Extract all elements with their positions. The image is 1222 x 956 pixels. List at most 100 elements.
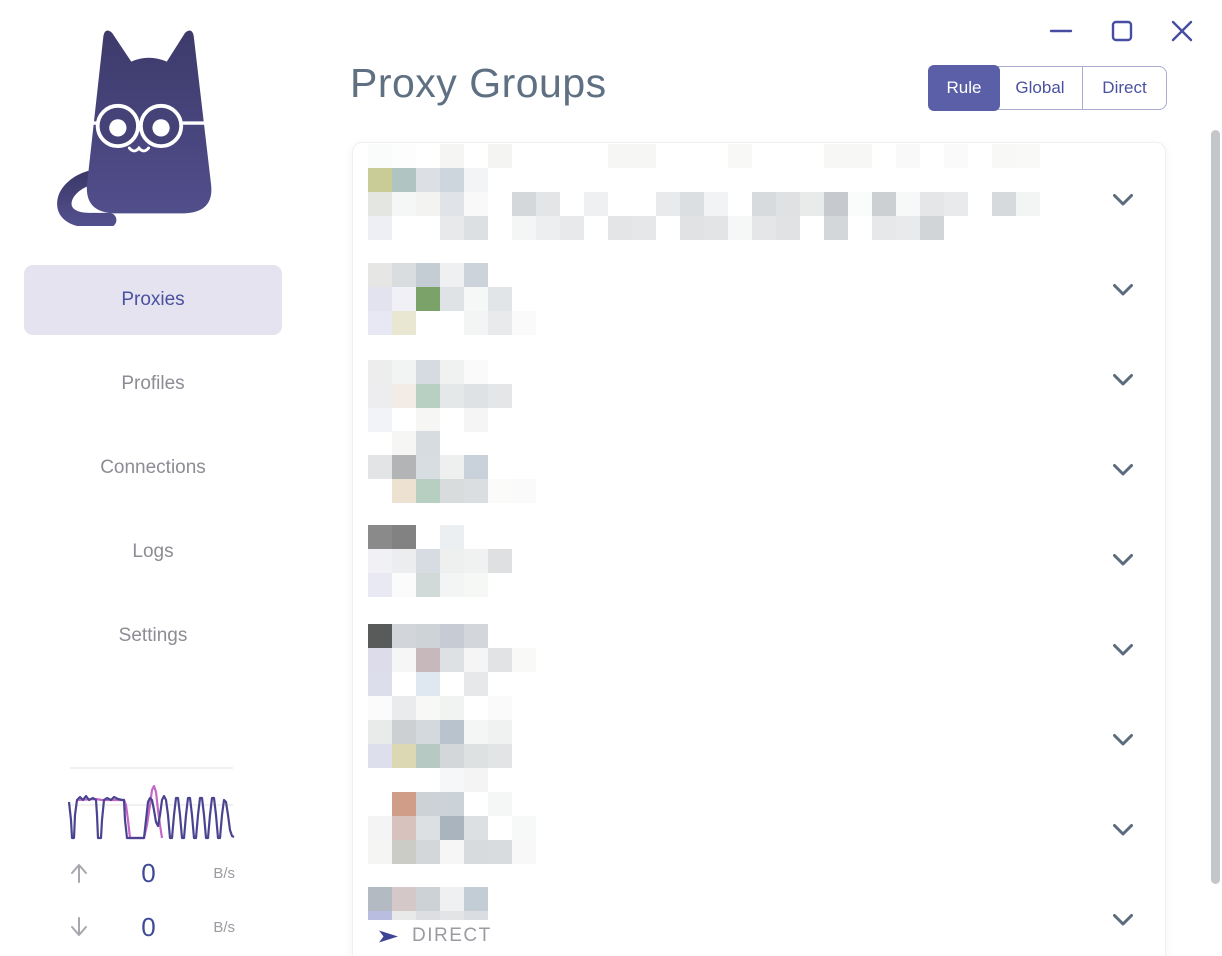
censored-block	[368, 911, 392, 920]
censored-block	[464, 573, 488, 597]
sidebar-item-proxies[interactable]: Proxies	[24, 265, 282, 335]
chevron-down-icon[interactable]	[1112, 913, 1136, 929]
censored-block	[392, 168, 416, 192]
mode-rule-button[interactable]: Rule	[928, 65, 1000, 111]
chevron-down-icon[interactable]	[1112, 193, 1136, 209]
censored-block	[392, 744, 416, 768]
chevron-down-icon[interactable]	[1112, 463, 1136, 479]
censored-block	[776, 216, 800, 240]
censored-block	[488, 549, 512, 573]
chevron-down-icon[interactable]	[1112, 733, 1136, 749]
censored-block	[800, 192, 824, 216]
sidebar-item-label: Connections	[100, 457, 206, 478]
censored-block	[464, 168, 488, 192]
censored-block	[464, 479, 488, 503]
maximize-icon	[1110, 19, 1134, 43]
minimize-button[interactable]	[1047, 17, 1075, 45]
sidebar-item-settings[interactable]: Settings	[24, 601, 282, 671]
censored-block	[896, 144, 920, 168]
censored-block	[368, 168, 392, 192]
censored-block	[416, 911, 440, 920]
censored-block	[488, 384, 512, 408]
censored-block	[512, 216, 536, 240]
censored-block	[440, 624, 464, 648]
censored-block	[512, 192, 536, 216]
censored-block	[440, 720, 464, 744]
censored-block	[1016, 192, 1040, 216]
censored-block	[464, 816, 488, 840]
censored-block	[536, 216, 560, 240]
chevron-down-icon[interactable]	[1112, 283, 1136, 299]
sidebar-item-label: Logs	[132, 541, 174, 562]
censored-block	[416, 744, 440, 768]
censored-block	[752, 216, 776, 240]
censored-block	[440, 549, 464, 573]
censored-block	[464, 744, 488, 768]
chevron-down-icon[interactable]	[1112, 823, 1136, 839]
censored-block	[368, 216, 392, 240]
sidebar-item-logs[interactable]: Logs	[24, 517, 282, 587]
censored-block	[488, 696, 512, 720]
mode-global-button[interactable]: Global	[997, 66, 1082, 110]
censored-block	[464, 455, 488, 479]
censored-block	[440, 479, 464, 503]
sidebar-item-connections[interactable]: Connections	[24, 433, 282, 503]
direct-label: DIRECT	[412, 925, 492, 946]
censored-block	[680, 192, 704, 216]
censored-block	[368, 840, 392, 864]
censored-block	[392, 720, 416, 744]
upload-series	[67, 794, 235, 840]
censored-block	[944, 192, 968, 216]
censored-block	[464, 311, 488, 335]
censored-block	[368, 696, 392, 720]
close-button[interactable]	[1168, 17, 1196, 45]
censored-block	[392, 384, 416, 408]
censored-block	[440, 263, 464, 287]
censored-block	[416, 455, 440, 479]
censored-block	[728, 144, 752, 168]
censored-block	[440, 573, 464, 597]
censored-block	[464, 887, 488, 911]
censored-block	[440, 911, 464, 920]
direct-arrow-icon	[377, 928, 400, 945]
censored-block	[464, 624, 488, 648]
censored-block	[512, 840, 536, 864]
censored-block	[464, 840, 488, 864]
mode-direct-button[interactable]: Direct	[1082, 66, 1167, 110]
censored-block	[464, 287, 488, 311]
censored-block	[416, 887, 440, 911]
scrollbar-thumb[interactable]	[1211, 130, 1220, 884]
censored-block	[368, 887, 392, 911]
censored-block	[488, 792, 512, 816]
censored-block	[464, 648, 488, 672]
censored-block	[632, 216, 656, 240]
chevron-down-icon[interactable]	[1112, 373, 1136, 389]
page-title: Proxy Groups	[350, 60, 607, 106]
censored-block	[440, 216, 464, 240]
censored-block	[440, 648, 464, 672]
censored-block	[392, 573, 416, 597]
censored-block	[416, 431, 440, 455]
censored-block	[464, 408, 488, 432]
censored-block	[416, 648, 440, 672]
proxy-item-direct[interactable]: DIRECT	[377, 921, 492, 951]
censored-block	[392, 696, 416, 720]
maximize-button[interactable]	[1108, 17, 1136, 45]
sidebar-item-label: Profiles	[121, 373, 185, 394]
censored-block	[368, 573, 392, 597]
censored-block	[392, 525, 416, 549]
clash-cat-logo	[42, 24, 234, 228]
censored-block	[392, 263, 416, 287]
download-speed-value: 0	[141, 911, 156, 942]
censored-block	[392, 192, 416, 216]
download-speed-unit: B/s	[213, 918, 235, 936]
chevron-down-icon[interactable]	[1112, 553, 1136, 569]
censored-block	[608, 216, 632, 240]
chevron-down-icon[interactable]	[1112, 643, 1136, 659]
censored-block	[1016, 144, 1040, 168]
sidebar-item-label: Settings	[118, 625, 188, 646]
sidebar-item-profiles[interactable]: Profiles	[24, 349, 282, 419]
censored-block	[536, 192, 560, 216]
censored-block	[488, 287, 512, 311]
cat-logo-svg	[57, 30, 212, 228]
